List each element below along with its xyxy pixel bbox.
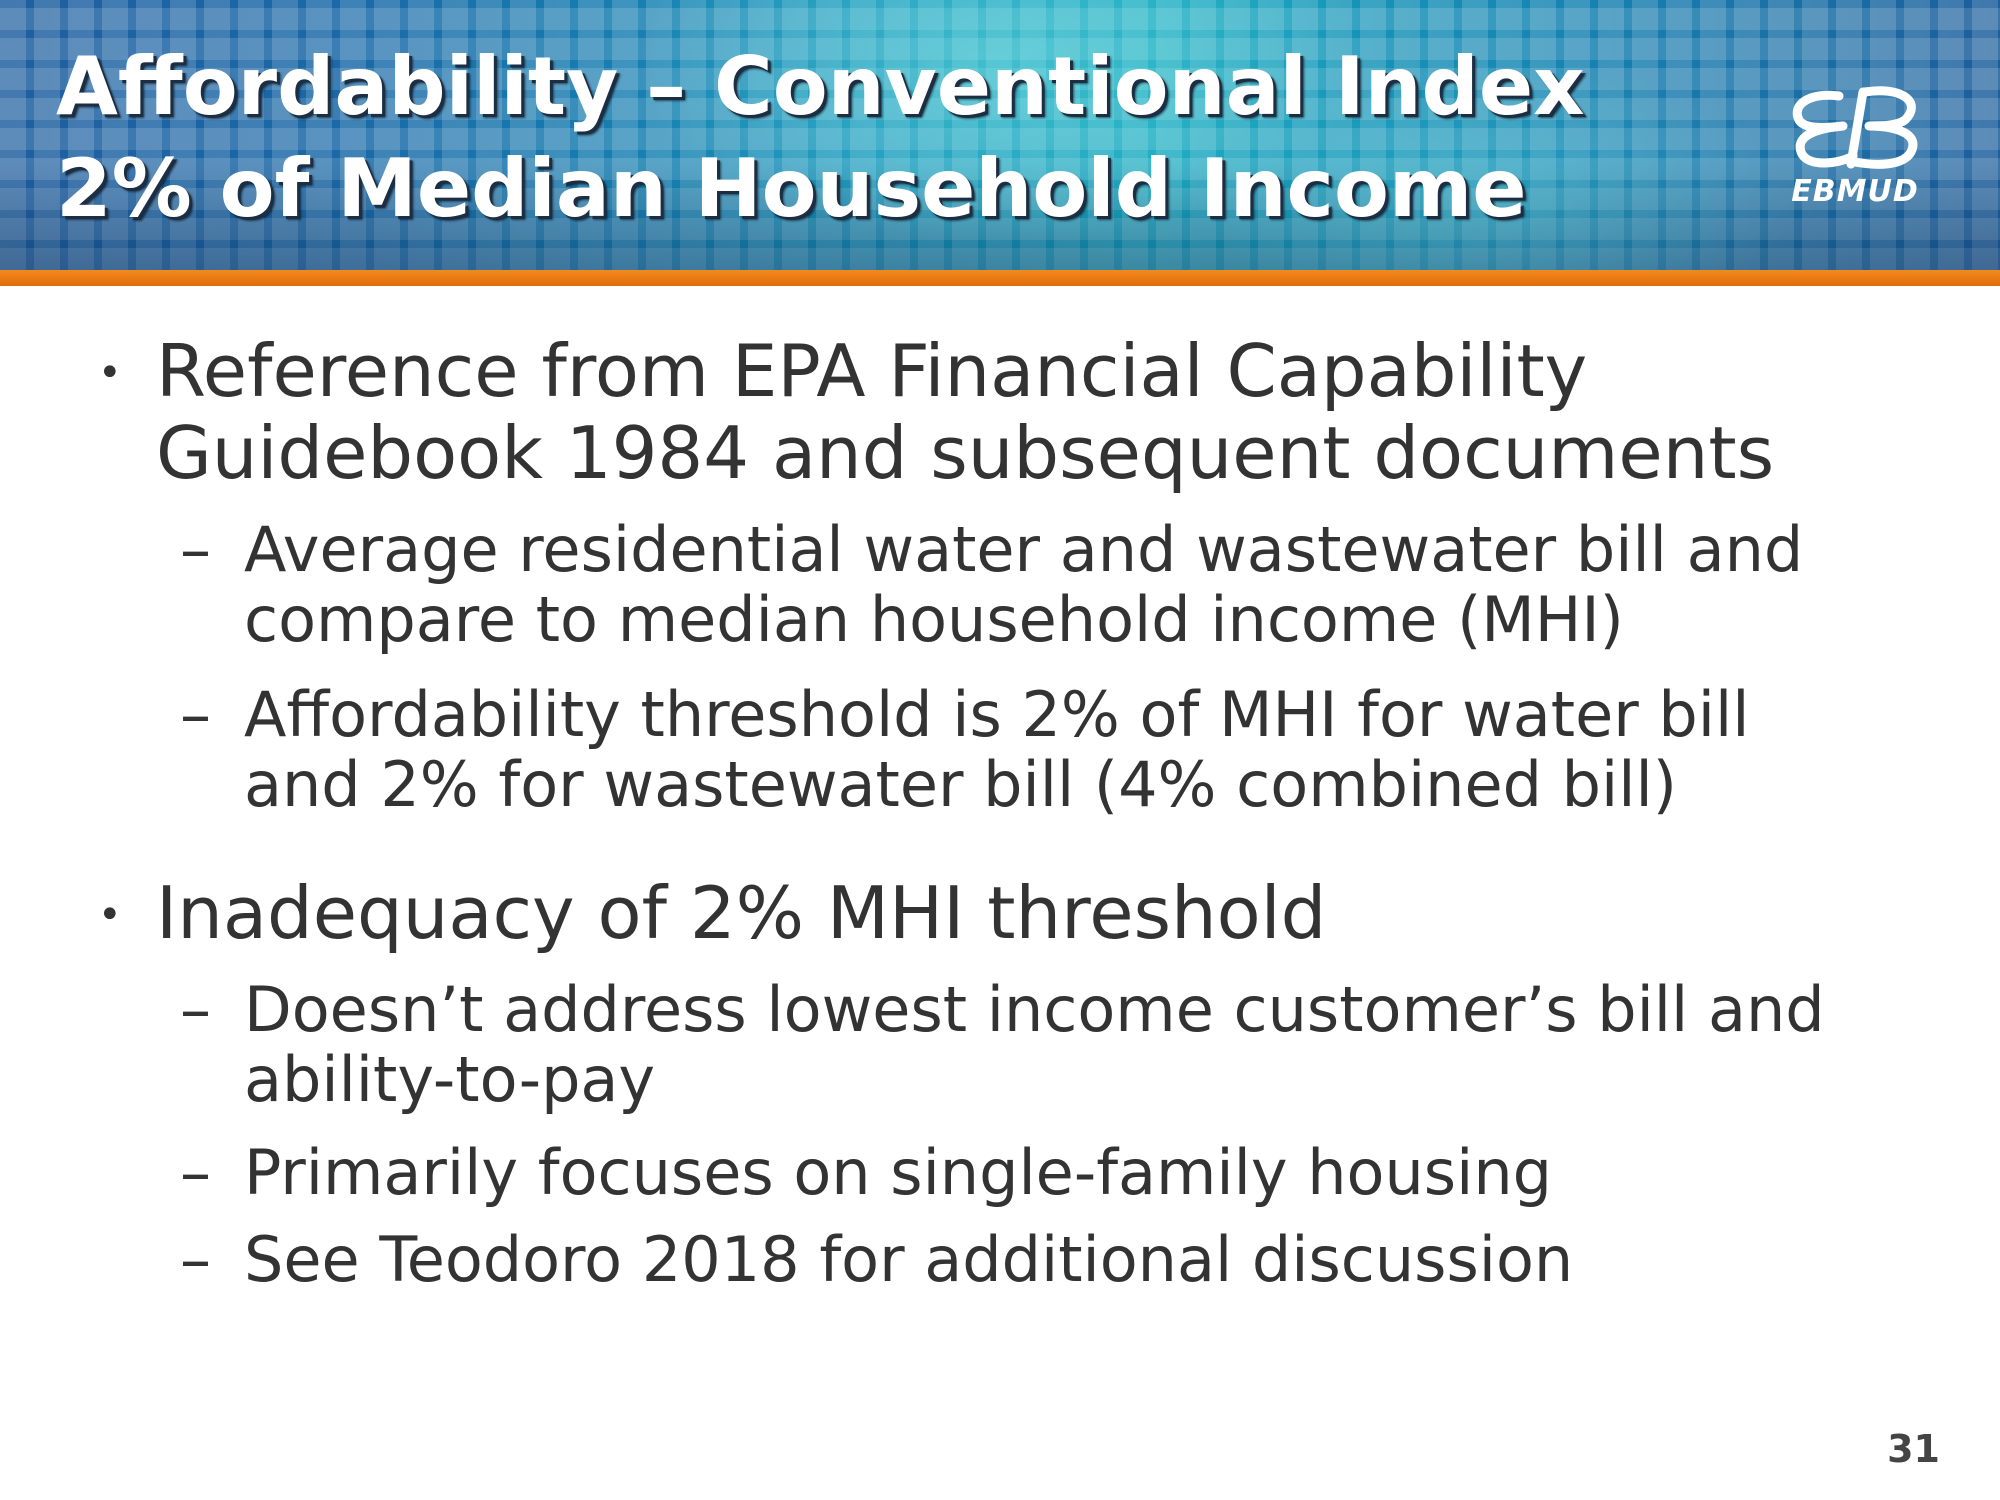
slide-title-line-2: 2% of Median Household Income <box>56 142 1527 235</box>
ebmud-logo-text: EBMUD <box>1791 174 1919 209</box>
sub-bullet-text: Average residential water and wastewater… <box>244 515 1964 655</box>
sub-bullet-text: Doesn’t address lowest income customer’s… <box>244 975 1964 1115</box>
bullet-text-line: Reference from EPA Financial Capability <box>156 329 1588 413</box>
sub-bullet-dash: – <box>180 1136 211 1209</box>
sub-bullet-dash: – <box>180 973 211 1046</box>
ebmud-logo-icon <box>1792 86 1918 169</box>
bullet-text-line: Inadequacy of 2% MHI threshold <box>156 871 1327 955</box>
bullet-text-line: Guidebook 1984 and subsequent documents <box>156 411 1775 495</box>
header-banner: Affordability – Conventional Index 2% of… <box>0 0 2000 270</box>
sub-bullet-text-line: See Teodoro 2018 for additional discussi… <box>244 1223 1574 1296</box>
slide-title: Affordability – Conventional Index 2% of… <box>56 36 1585 240</box>
header-glow <box>0 0 2000 270</box>
sub-bullet-text-line: Average residential water and wastewater… <box>244 513 1804 586</box>
bullet-dot: • <box>98 892 122 938</box>
page-number: 31 <box>1887 1427 1940 1471</box>
sub-bullet-text-line: compare to median household income (MHI) <box>244 583 1624 656</box>
bullet-text: Reference from EPA Financial Capability … <box>156 330 1956 494</box>
header-tile-pattern <box>0 0 2000 270</box>
sub-bullet-text-line: ability-to-pay <box>244 1043 656 1116</box>
sub-bullet-text-line: Affordability threshold is 2% of MHI for… <box>244 678 1750 751</box>
sub-bullet-text-line: Doesn’t address lowest income customer’s… <box>244 973 1825 1046</box>
orange-divider <box>0 270 2000 286</box>
ebmud-logo: EBMUD <box>1775 82 1935 212</box>
slide-title-line-1: Affordability – Conventional Index <box>56 40 1585 133</box>
sub-bullet-text-line: Primarily focuses on single-family housi… <box>244 1136 1552 1209</box>
sub-bullet-text: See Teodoro 2018 for additional discussi… <box>244 1225 1964 1295</box>
sub-bullet-text-line: and 2% for wastewater bill (4% combined … <box>244 748 1677 821</box>
sub-bullet-dash: – <box>180 513 211 586</box>
sub-bullet-text: Primarily focuses on single-family housi… <box>244 1138 1964 1208</box>
sub-bullet-dash: – <box>180 678 211 751</box>
bullet-dot: • <box>98 350 122 396</box>
sub-bullet-dash: – <box>180 1223 211 1296</box>
sub-bullet-text: Affordability threshold is 2% of MHI for… <box>244 680 1964 820</box>
bullet-text: Inadequacy of 2% MHI threshold <box>156 872 1956 954</box>
